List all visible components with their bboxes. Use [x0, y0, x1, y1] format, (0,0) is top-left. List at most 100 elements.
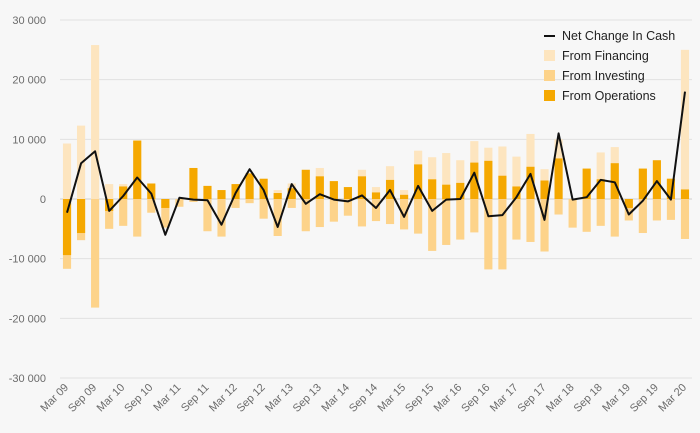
- x-tick-label: Mar 11: [151, 382, 183, 414]
- x-tick-label: Sep 15: [403, 382, 436, 415]
- operations-bar: [147, 183, 156, 199]
- operations-bar: [680, 189, 690, 199]
- investing-bar: [203, 199, 212, 232]
- legend: Net Change In Cash From Financing From Inv…: [544, 29, 675, 103]
- operations-bar: [610, 163, 619, 199]
- x-tick-label: Mar 20: [656, 382, 689, 415]
- investing-bar: [484, 199, 493, 270]
- legend-label: Net Change In Cash: [562, 29, 675, 43]
- financing-bar: [456, 160, 465, 199]
- investing-bar: [680, 199, 690, 239]
- investing-bar: [161, 199, 170, 228]
- financing-bar: [62, 143, 72, 199]
- investing-bar: [91, 199, 100, 308]
- financing-bar: [680, 49, 690, 200]
- operations-bar: [273, 193, 282, 199]
- y-tick-label: -20 000: [9, 313, 46, 325]
- operations-bar: [62, 199, 72, 256]
- operations-bar: [133, 140, 142, 199]
- operations-bar: [301, 169, 310, 199]
- operations-bar: [343, 187, 352, 199]
- legend-swatch: [544, 90, 555, 101]
- x-tick-label: Mar 16: [432, 382, 465, 415]
- investing-bar: [512, 199, 521, 240]
- x-tick-label: Mar 12: [207, 382, 240, 415]
- operations-bar: [526, 166, 535, 199]
- investing-bar: [638, 199, 647, 234]
- investing-bar: [554, 199, 563, 215]
- investing-bar: [245, 199, 254, 204]
- operations-bar: [203, 185, 212, 199]
- operations-bar: [596, 179, 605, 199]
- net-change-polyline: [66, 91, 686, 236]
- operations-bar: [554, 158, 563, 199]
- investing-bar: [147, 199, 156, 213]
- legend-swatch: [544, 50, 555, 61]
- investing-bar: [371, 199, 381, 222]
- x-tick-label: Sep 14: [347, 382, 380, 415]
- investing-bar: [456, 199, 465, 240]
- y-tick-label: 0: [40, 194, 46, 206]
- investing-bar: [357, 199, 367, 227]
- net-change-line: [66, 91, 686, 236]
- investing-bar: [540, 199, 549, 252]
- investing-bar: [596, 199, 605, 226]
- x-tick-label: Sep 17: [516, 382, 549, 415]
- legend-label: From Financing: [562, 49, 649, 63]
- financing-bar: [91, 45, 100, 200]
- x-tick-label: Sep 09: [66, 382, 99, 415]
- investing-bar: [470, 199, 479, 233]
- legend-label: From Investing: [562, 69, 645, 83]
- operations-bar: [540, 180, 549, 199]
- operations-bar: [470, 162, 479, 199]
- x-tick-label: Sep 13: [291, 382, 324, 415]
- investing-bar: [498, 199, 507, 270]
- operations-bar: [428, 179, 437, 199]
- investing-bar: [568, 199, 577, 228]
- bars: [62, 45, 690, 308]
- operations-bar: [217, 190, 226, 199]
- investing-bar: [385, 199, 395, 225]
- y-tick-label: -30 000: [9, 373, 46, 385]
- operations-bar: [624, 199, 633, 208]
- investing-bar: [400, 199, 409, 230]
- investing-bar: [414, 199, 423, 234]
- investing-bar: [428, 199, 437, 251]
- investing-bar: [610, 199, 619, 237]
- operations-bar: [414, 164, 423, 199]
- operations-bar: [329, 181, 338, 199]
- operations-bar: [105, 199, 114, 211]
- investing-bar: [217, 199, 226, 237]
- operations-bar: [498, 175, 507, 199]
- x-tick-label: Mar 14: [319, 382, 352, 415]
- operations-bar: [638, 168, 647, 199]
- x-tick-label: Mar 10: [95, 382, 128, 415]
- x-tick-label: Mar 09: [38, 382, 71, 415]
- y-tick-label: 30 000: [12, 15, 46, 27]
- operations-bar: [189, 167, 198, 199]
- financing-bar: [596, 152, 605, 199]
- x-tick-label: Mar 15: [376, 382, 409, 415]
- investing-bar: [666, 199, 676, 220]
- investing-bar: [133, 199, 142, 237]
- financing-bar: [498, 146, 507, 199]
- financing-bar: [442, 153, 451, 199]
- investing-bar: [175, 199, 184, 207]
- investing-bar: [287, 199, 296, 208]
- operations-bar: [442, 184, 451, 199]
- legend-label: From Operations: [562, 89, 656, 103]
- investing-bar: [329, 199, 338, 222]
- operations-bar: [484, 160, 493, 199]
- investing-bar: [315, 199, 324, 228]
- operations-bar: [652, 160, 661, 199]
- investing-bar: [273, 199, 282, 236]
- operations-bar: [119, 186, 128, 199]
- operations-bar: [245, 173, 254, 199]
- investing-bar: [652, 199, 661, 221]
- investing-bar: [231, 199, 240, 208]
- investing-bar: [624, 199, 633, 221]
- operations-bar: [371, 192, 381, 199]
- operations-bar: [582, 168, 591, 199]
